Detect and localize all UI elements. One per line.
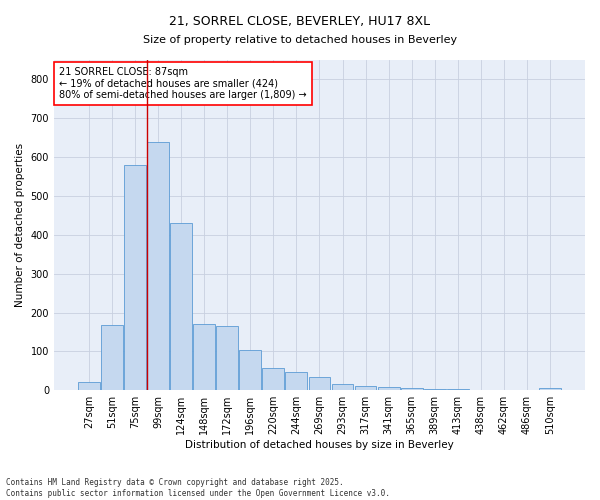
Text: Size of property relative to detached houses in Beverley: Size of property relative to detached ho… <box>143 35 457 45</box>
Bar <box>147 142 169 390</box>
Text: 21, SORREL CLOSE, BEVERLEY, HU17 8XL: 21, SORREL CLOSE, BEVERLEY, HU17 8XL <box>169 15 431 28</box>
Y-axis label: Number of detached properties: Number of detached properties <box>15 143 25 307</box>
Text: Contains HM Land Registry data © Crown copyright and database right 2025.
Contai: Contains HM Land Registry data © Crown c… <box>6 478 390 498</box>
Bar <box>355 386 376 390</box>
Bar <box>424 389 446 390</box>
Bar <box>401 388 422 390</box>
Bar <box>377 387 400 390</box>
Text: 21 SORREL CLOSE: 87sqm
← 19% of detached houses are smaller (424)
80% of semi-de: 21 SORREL CLOSE: 87sqm ← 19% of detached… <box>59 66 307 100</box>
Bar <box>239 350 261 390</box>
Bar <box>217 326 238 390</box>
Bar <box>78 382 100 390</box>
Bar <box>124 165 146 390</box>
Bar <box>262 368 284 390</box>
Bar <box>286 372 307 390</box>
Bar <box>332 384 353 390</box>
Bar <box>170 223 192 390</box>
Bar <box>193 324 215 390</box>
Bar <box>539 388 561 390</box>
X-axis label: Distribution of detached houses by size in Beverley: Distribution of detached houses by size … <box>185 440 454 450</box>
Bar <box>308 376 331 390</box>
Bar <box>101 325 123 390</box>
